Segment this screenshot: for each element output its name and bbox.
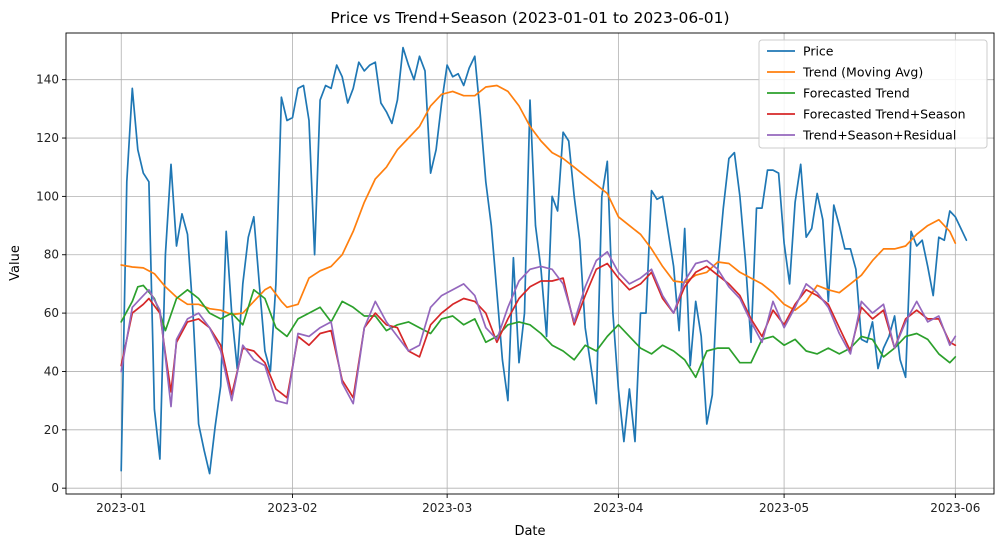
- y-tick-label: 80: [44, 248, 59, 262]
- y-tick-label: 60: [44, 306, 59, 320]
- ticks: 2023-01 2023-02 2023-03 2023-04 2023-05 2023-…: [36, 73, 980, 515]
- y-tick-label: 20: [44, 423, 59, 437]
- series-line-0: [120, 46, 968, 475]
- legend-label: Trend+Season+Residual: [802, 128, 956, 143]
- legend-box: [758, 39, 988, 149]
- series-line-1: [120, 84, 957, 316]
- y-axis-label: Value: [8, 245, 23, 281]
- series-lines: [120, 46, 968, 475]
- series-line-2: [120, 284, 957, 379]
- legend-label: Price: [803, 44, 834, 59]
- legend-label: Trend (Moving Avg): [802, 65, 923, 80]
- y-tick-label: 120: [36, 131, 59, 145]
- legend: Price Trend (Moving Avg) Forecasted Trend F…: [758, 39, 988, 149]
- x-tick-label: 2023-04: [593, 501, 643, 515]
- legend-label: Forecasted Trend: [803, 86, 910, 101]
- y-tick-label: 40: [44, 364, 59, 378]
- x-axis-label: Date: [514, 524, 545, 539]
- x-tick-label: 2023-06: [930, 501, 980, 515]
- plot-frame: [65, 32, 995, 495]
- chart-title: Price vs Trend+Season (2023-01-01 to 202…: [330, 9, 729, 27]
- x-tick-label: 2023-05: [759, 501, 809, 515]
- y-tick-label: 140: [36, 73, 59, 87]
- y-tick-label: 0: [51, 481, 59, 495]
- x-tick-label: 2023-02: [267, 501, 317, 515]
- legend-label: Forecasted Trend+Season: [803, 107, 966, 122]
- y-tick-label: 100: [36, 189, 59, 203]
- series-line-4: [120, 250, 957, 408]
- x-tick-label: 2023-01: [96, 501, 146, 515]
- x-tick-label: 2023-03: [422, 501, 472, 515]
